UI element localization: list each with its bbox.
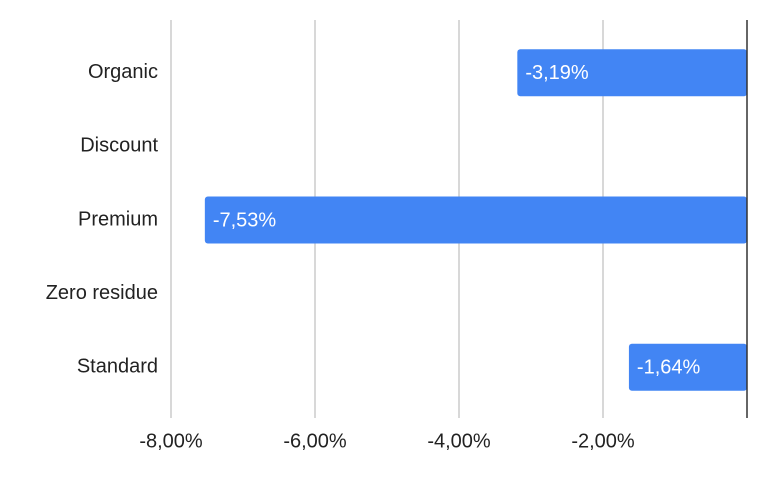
y-tick-label: Standard [77, 355, 158, 377]
x-tick-label: -8,00% [139, 430, 203, 452]
y-tick-label: Organic [88, 61, 158, 83]
bar [204, 196, 748, 244]
bar [517, 49, 747, 97]
y-tick-label: Zero residue [46, 282, 158, 304]
y-tick-label: Premium [78, 208, 158, 230]
data-label: -1,64% [637, 356, 701, 378]
bar [628, 343, 747, 391]
x-tick-label: -4,00% [427, 430, 491, 452]
data-label: -3,19% [525, 62, 589, 84]
x-tick-label: -6,00% [283, 430, 347, 452]
x-tick-label: -2,00% [571, 430, 635, 452]
data-label: -7,53% [213, 209, 277, 231]
y-tick-label: Discount [80, 135, 158, 157]
